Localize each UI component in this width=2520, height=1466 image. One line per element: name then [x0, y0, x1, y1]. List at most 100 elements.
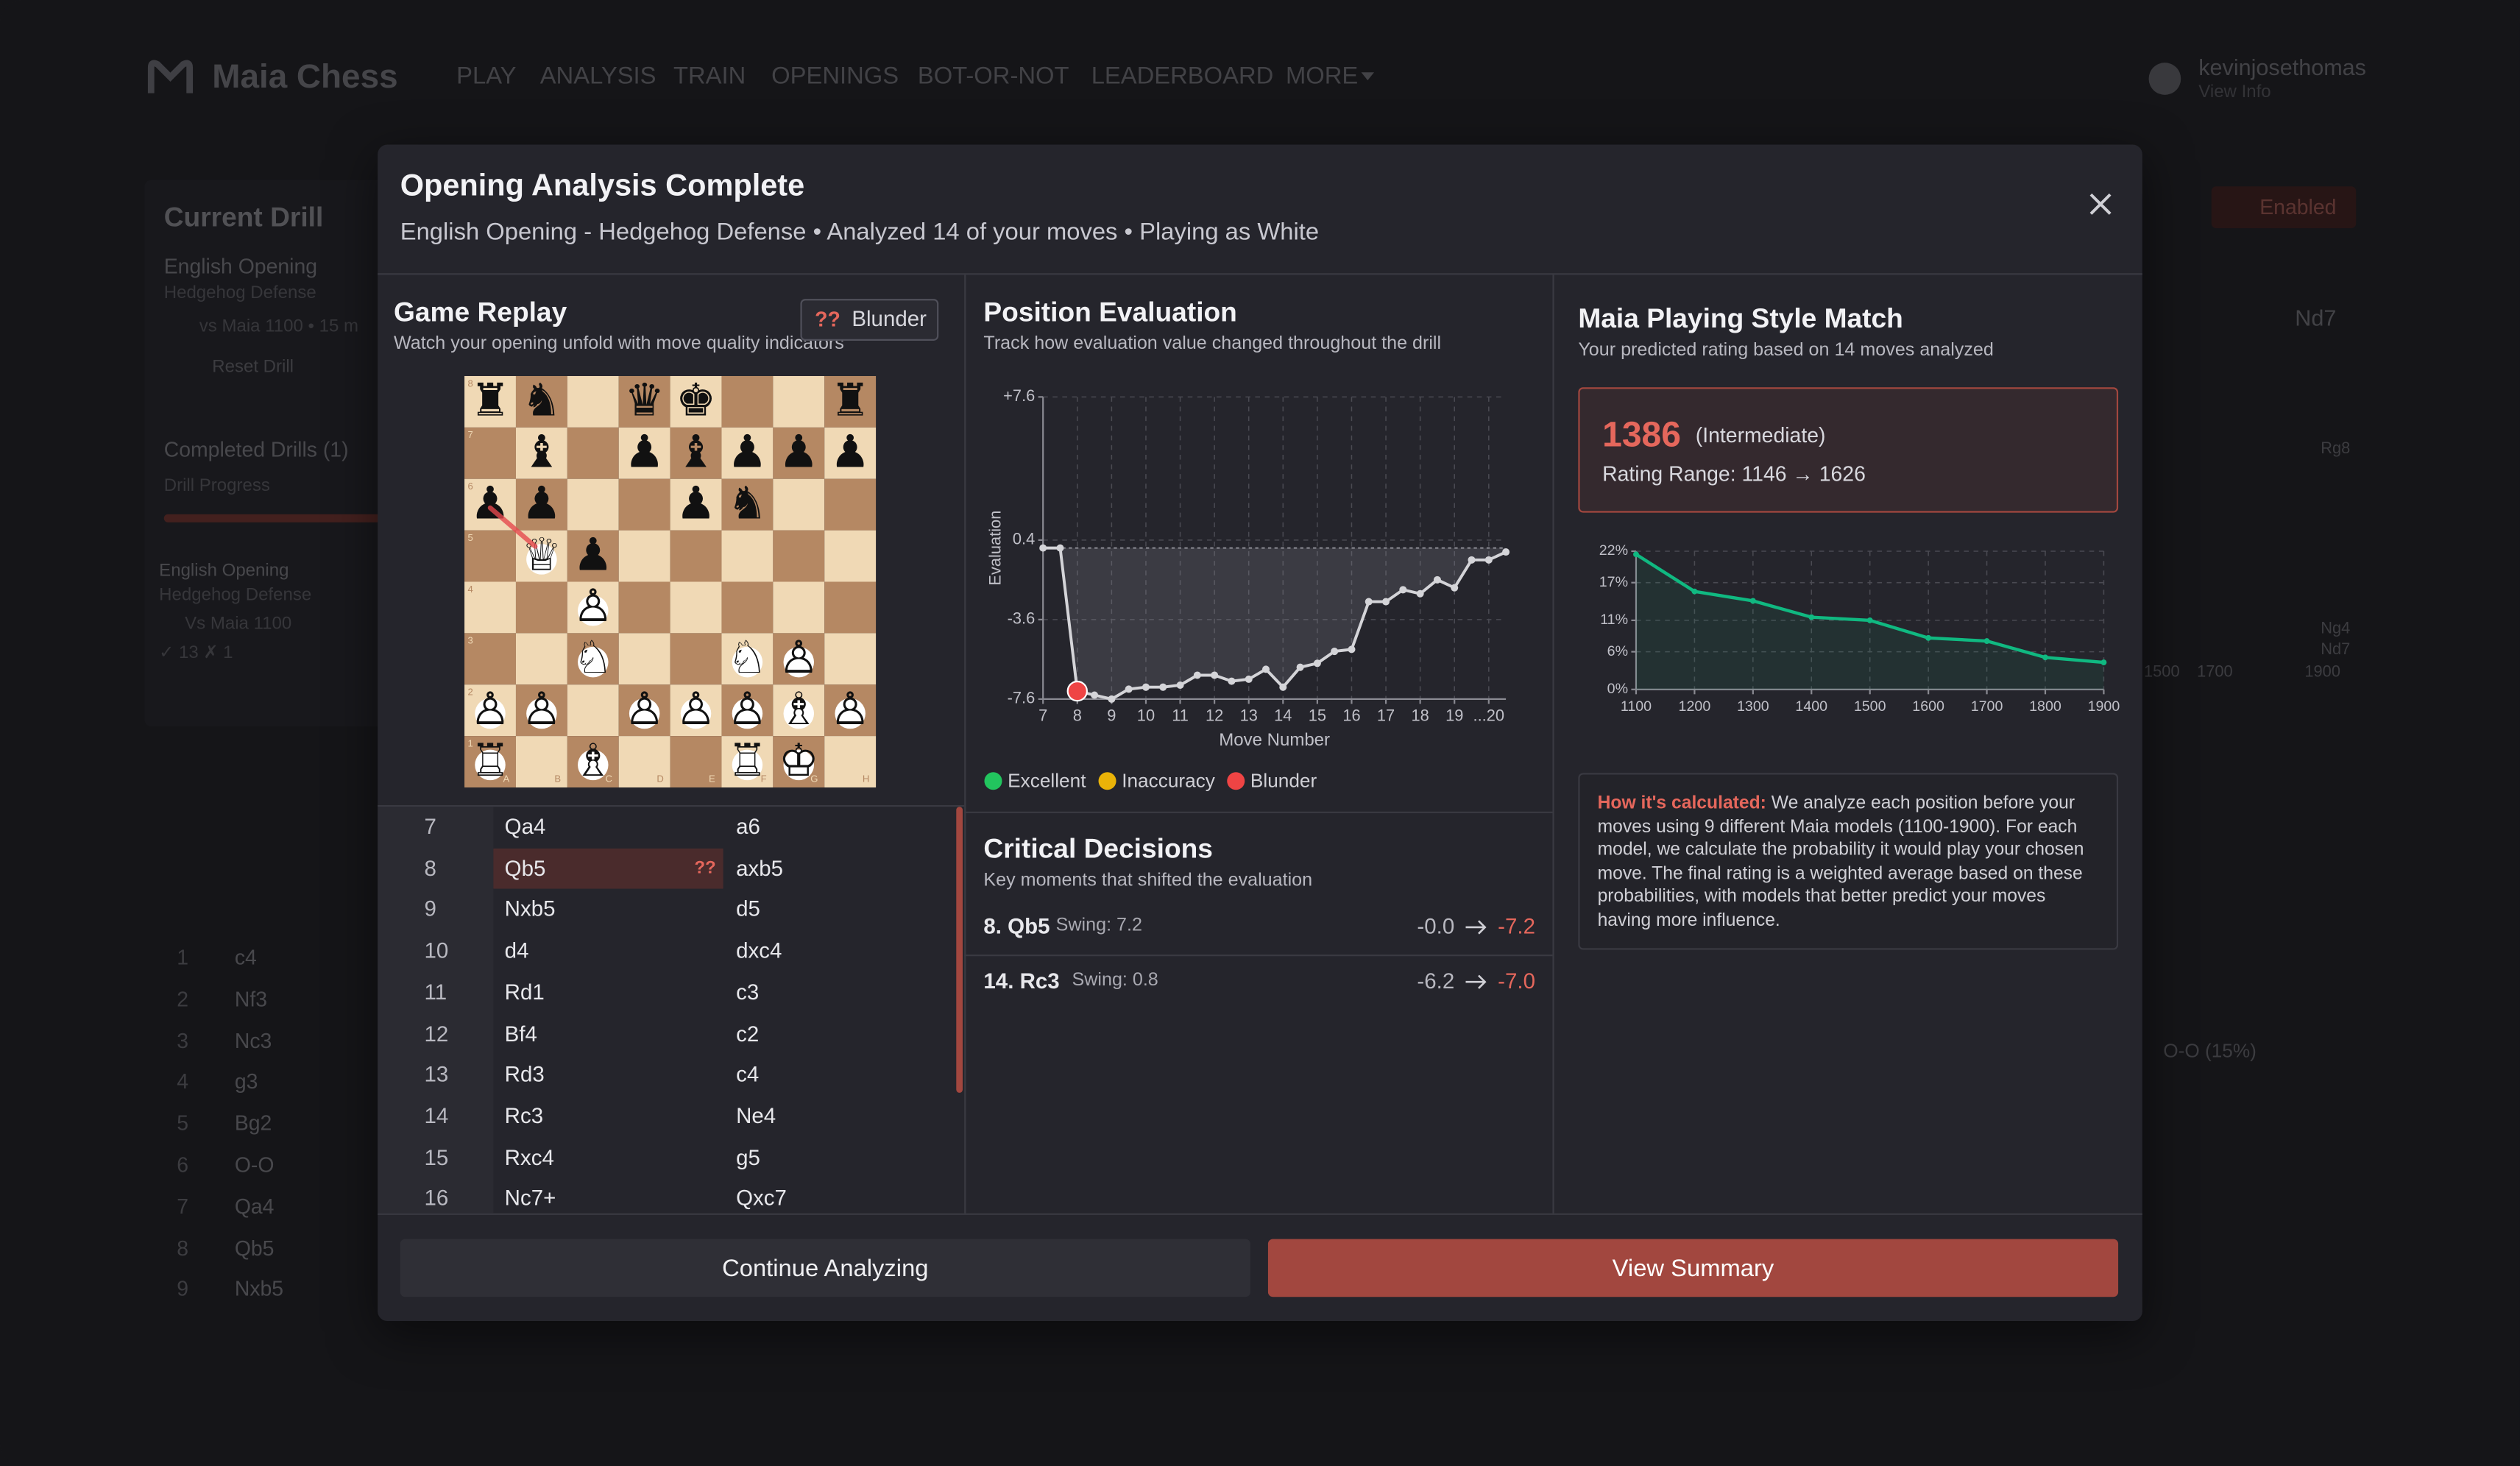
board-square [515, 633, 567, 685]
move-number: 8 [424, 856, 436, 880]
piece-backing [835, 698, 866, 729]
close-icon [2089, 193, 2112, 215]
point [1125, 685, 1133, 693]
x-tick-label: 1800 [2029, 698, 2061, 715]
close-button[interactable] [2089, 193, 2112, 216]
board-square [670, 427, 722, 479]
x-tick-label: 1200 [1679, 698, 1711, 715]
chess-piece: ♜ [830, 375, 871, 427]
badge-label: Blunder [852, 306, 927, 331]
chess-piece: ♟ [676, 477, 716, 529]
critical-move[interactable]: 14. Rc3 [983, 969, 1060, 994]
point [1399, 586, 1407, 594]
rating-range: Rating Range: 1146 → 1626 [1602, 461, 1866, 486]
board-square [824, 478, 877, 531]
modal-title: Opening Analysis Complete [400, 169, 805, 204]
legend-label: Inaccuracy [1122, 769, 1215, 793]
point [1468, 556, 1476, 564]
file-label: B [554, 773, 561, 785]
how-box: How it's calculated: We analyze each pos… [1578, 773, 2119, 950]
white-move[interactable]: Nc7+ [504, 1186, 556, 1211]
board-square [721, 581, 774, 634]
chess-piece: ♖ [727, 734, 768, 787]
white-move[interactable]: Rd1 [504, 980, 545, 1005]
black-move[interactable]: a6 [736, 814, 760, 839]
board-square [567, 427, 619, 479]
board-square [824, 736, 877, 787]
black-move[interactable]: c4 [736, 1062, 760, 1087]
white-move[interactable]: Rc3 [504, 1103, 544, 1128]
y-tick-label: 0% [1607, 681, 1628, 697]
point [1633, 551, 1639, 558]
board-square [618, 375, 670, 428]
white-move[interactable]: Rxc4 [504, 1144, 554, 1169]
chess-piece: ♟ [624, 426, 665, 478]
arrow [1465, 974, 1487, 989]
badge [800, 299, 939, 341]
point [1108, 695, 1116, 703]
point [1039, 544, 1047, 552]
board-square [515, 736, 567, 787]
x-tick-label: 7 [1038, 707, 1047, 725]
piece-backing [578, 749, 609, 781]
board-square [773, 375, 825, 428]
y-tick-label: 11% [1600, 612, 1628, 628]
point [1142, 683, 1150, 691]
black-move[interactable]: dxc4 [736, 938, 782, 963]
chess-piece: ♙ [624, 683, 665, 735]
board-square [567, 530, 619, 582]
area [1043, 548, 1507, 699]
white-move[interactable]: Qb5 [504, 856, 546, 880]
board-square [721, 478, 774, 531]
white-move[interactable]: Bf4 [504, 1021, 537, 1046]
replay-title: Game Replay [393, 297, 567, 328]
board-square [464, 633, 516, 685]
eval-after: -7.0 [1498, 969, 1535, 994]
eval-after: -7.2 [1498, 914, 1535, 939]
move-annotation: ?? [694, 858, 716, 878]
black-move[interactable]: Ne4 [736, 1103, 776, 1128]
black-move[interactable]: axb5 [736, 856, 784, 880]
black-move[interactable]: Qxc7 [736, 1186, 787, 1211]
white-move[interactable]: d4 [504, 938, 529, 963]
white-move[interactable]: Nxb5 [504, 897, 556, 921]
black-move[interactable]: c2 [736, 1021, 760, 1046]
point [1245, 675, 1253, 683]
move-number-column [378, 807, 494, 1214]
x-tick-label: 12 [1206, 707, 1223, 725]
board-square [618, 478, 670, 531]
board-square [773, 478, 825, 531]
white-move[interactable]: Qa4 [504, 814, 546, 839]
continue-button[interactable]: Continue Analyzing [400, 1239, 1250, 1297]
critical-move[interactable]: 8. Qb5 [983, 914, 1050, 939]
summary-button[interactable]: View Summary [1267, 1239, 2119, 1297]
point [1331, 648, 1339, 656]
legend-dot [1098, 772, 1116, 790]
chess-piece: ♟ [573, 528, 613, 581]
point [1228, 677, 1236, 685]
chess-piece: ♙ [470, 683, 511, 735]
x-tick-label: 1400 [1795, 698, 1827, 715]
black-move[interactable]: d5 [736, 897, 760, 921]
critical-swing: Swing: 7.2 [1055, 916, 1142, 936]
board-square [721, 427, 774, 479]
piece-backing [783, 749, 815, 781]
board-square [515, 581, 567, 634]
blunder-point [1066, 680, 1088, 702]
board-square [464, 375, 516, 428]
y-tick-label: 22% [1599, 542, 1628, 559]
file-label: H [863, 773, 869, 785]
legend-dot [984, 772, 1002, 790]
board-square [670, 633, 722, 685]
badge-icon: ?? [815, 307, 840, 332]
black-move[interactable]: c3 [736, 980, 760, 1005]
board-square [670, 581, 722, 634]
point [1091, 691, 1099, 699]
point [1433, 576, 1441, 584]
point [1176, 681, 1184, 690]
white-move[interactable]: Rd3 [504, 1062, 545, 1087]
board-square [670, 478, 722, 531]
point [1296, 663, 1304, 671]
black-move[interactable]: g5 [736, 1144, 760, 1169]
point [1261, 665, 1270, 673]
